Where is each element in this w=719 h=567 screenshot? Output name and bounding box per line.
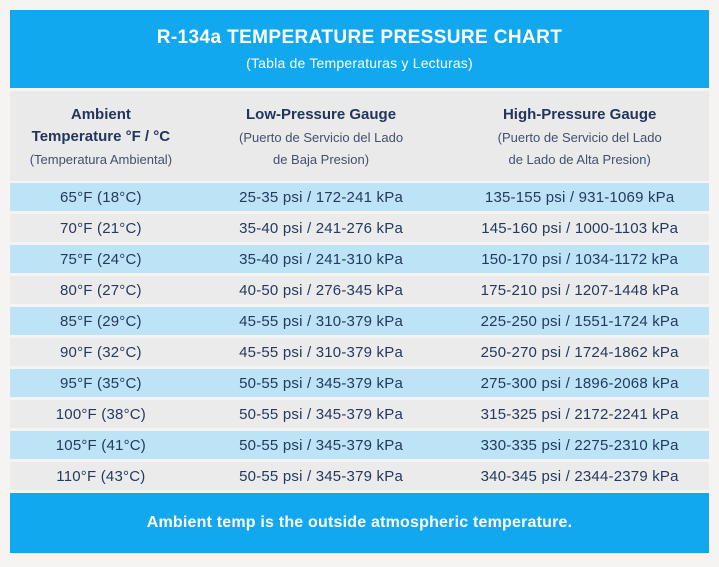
ambient-title-line2: Temperature °F / °C: [31, 128, 171, 145]
low-pressure-cell: 50-55 psi / 345-379 kPa: [239, 374, 403, 392]
table-row: 80°F (27°C) 40-50 psi / 276-345 kPa 175-21…: [10, 276, 709, 304]
high-pressure-subtitle-line2: de Lado de Alta Presion): [508, 152, 651, 167]
low-pressure-cell: 45-55 psi / 310-379 kPa: [239, 312, 403, 330]
table-row: 100°F (38°C) 50-55 psi / 345-379 kPa 315-3…: [10, 400, 709, 428]
footer-note: Ambient temp is the outside atmospheric …: [146, 514, 573, 531]
ambient-temp-cell: 85°F (29°C): [60, 312, 142, 330]
page-title: R-134a TEMPERATURE PRESSURE CHART: [156, 27, 563, 48]
table-row: 110°F (43°C) 50-55 psi / 345-379 kPa 340-3…: [10, 462, 709, 490]
high-pressure-cell: 135-155 psi / 931-1069 kPa: [484, 188, 675, 206]
ambient-temp-cell: 80°F (27°C): [60, 281, 142, 299]
high-pressure-cell: 175-210 psi / 1207-1448 kPa: [480, 281, 679, 299]
low-pressure-cell: 35-40 psi / 241-310 kPa: [239, 250, 403, 268]
high-pressure-cell: 145-160 psi / 1000-1103 kPa: [481, 219, 679, 237]
page-subtitle: (Tabla de Temperaturas y Lecturas): [246, 55, 473, 71]
low-pressure-cell: 35-40 psi / 241-276 kPa: [239, 219, 403, 237]
title-banner: R-134a TEMPERATURE PRESSURE CHART (Tabla…: [10, 10, 709, 88]
column-header-ambient-temperature: Ambient Temperature °F / °C (Temperatura…: [10, 104, 192, 168]
low-pressure-subtitle-line2: de Baja Presion): [272, 152, 370, 167]
ambient-title-line1: Ambient: [70, 106, 131, 123]
ambient-temp-cell: 90°F (32°C): [60, 343, 142, 361]
low-pressure-cell: 50-55 psi / 345-379 kPa: [239, 467, 403, 485]
table-row: 75°F (24°C) 35-40 psi / 241-310 kPa 150-17…: [10, 245, 709, 273]
low-pressure-cell: 45-55 psi / 310-379 kPa: [239, 343, 403, 361]
high-pressure-cell: 275-300 psi / 1896-2068 kPa: [480, 374, 679, 392]
low-pressure-cell: 25-35 psi / 172-241 kPa: [239, 188, 403, 206]
ambient-temp-cell: 100°F (38°C): [55, 405, 146, 423]
low-pressure-title: Low-Pressure Gauge: [246, 106, 397, 123]
column-header-high-pressure: High-Pressure Gauge (Puerto de Servicio …: [450, 104, 709, 168]
high-pressure-subtitle-line1: (Puerto de Servicio del Lado: [497, 130, 662, 145]
ambient-temp-cell: 70°F (21°C): [60, 219, 142, 237]
ambient-temp-cell: 65°F (18°C): [60, 188, 142, 206]
table-row: 105°F (41°C) 50-55 psi / 345-379 kPa 330-3…: [10, 431, 709, 459]
high-pressure-cell: 330-335 psi / 2275-2310 kPa: [480, 436, 679, 454]
high-pressure-cell: 340-345 psi / 2344-2379 kPa: [480, 467, 679, 485]
table-row: 85°F (29°C) 45-55 psi / 310-379 kPa 225-25…: [10, 307, 709, 335]
ambient-subtitle: (Temperatura Ambiental): [29, 152, 173, 167]
low-pressure-cell: 50-55 psi / 345-379 kPa: [239, 436, 403, 454]
high-pressure-cell: 250-270 psi / 1724-1862 kPa: [480, 343, 679, 361]
ambient-temp-cell: 105°F (41°C): [55, 436, 146, 454]
footer-banner: Ambient temp is the outside atmospheric …: [10, 493, 709, 553]
table-row: 65°F (18°C) 25-35 psi / 172-241 kPa 135-15…: [10, 183, 709, 211]
high-pressure-cell: 315-325 psi / 2172-2241 kPa: [480, 405, 679, 423]
ambient-temp-cell: 75°F (24°C): [60, 250, 142, 268]
ambient-temp-cell: 110°F (43°C): [56, 467, 146, 485]
low-pressure-cell: 50-55 psi / 345-379 kPa: [239, 405, 403, 423]
table-row: 90°F (32°C) 45-55 psi / 310-379 kPa 250-27…: [10, 338, 709, 366]
high-pressure-title: High-Pressure Gauge: [502, 106, 657, 123]
table-header-row: Ambient Temperature °F / °C (Temperatura…: [10, 91, 709, 181]
low-pressure-subtitle-line1: (Puerto de Servicio del Lado: [239, 130, 404, 145]
high-pressure-cell: 225-250 psi / 1551-1724 kPa: [480, 312, 679, 330]
low-pressure-cell: 40-50 psi / 276-345 kPa: [239, 281, 403, 299]
column-header-low-pressure: Low-Pressure Gauge (Puerto de Servicio d…: [192, 104, 451, 168]
high-pressure-cell: 150-170 psi / 1034-1172 kPa: [481, 250, 679, 268]
pressure-table-body: 65°F (18°C) 25-35 psi / 172-241 kPa 135-15…: [10, 183, 709, 490]
table-row: 70°F (21°C) 35-40 psi / 241-276 kPa 145-16…: [10, 214, 709, 242]
table-row: 95°F (35°C) 50-55 psi / 345-379 kPa 275-30…: [10, 369, 709, 397]
ambient-temp-cell: 95°F (35°C): [60, 374, 142, 392]
